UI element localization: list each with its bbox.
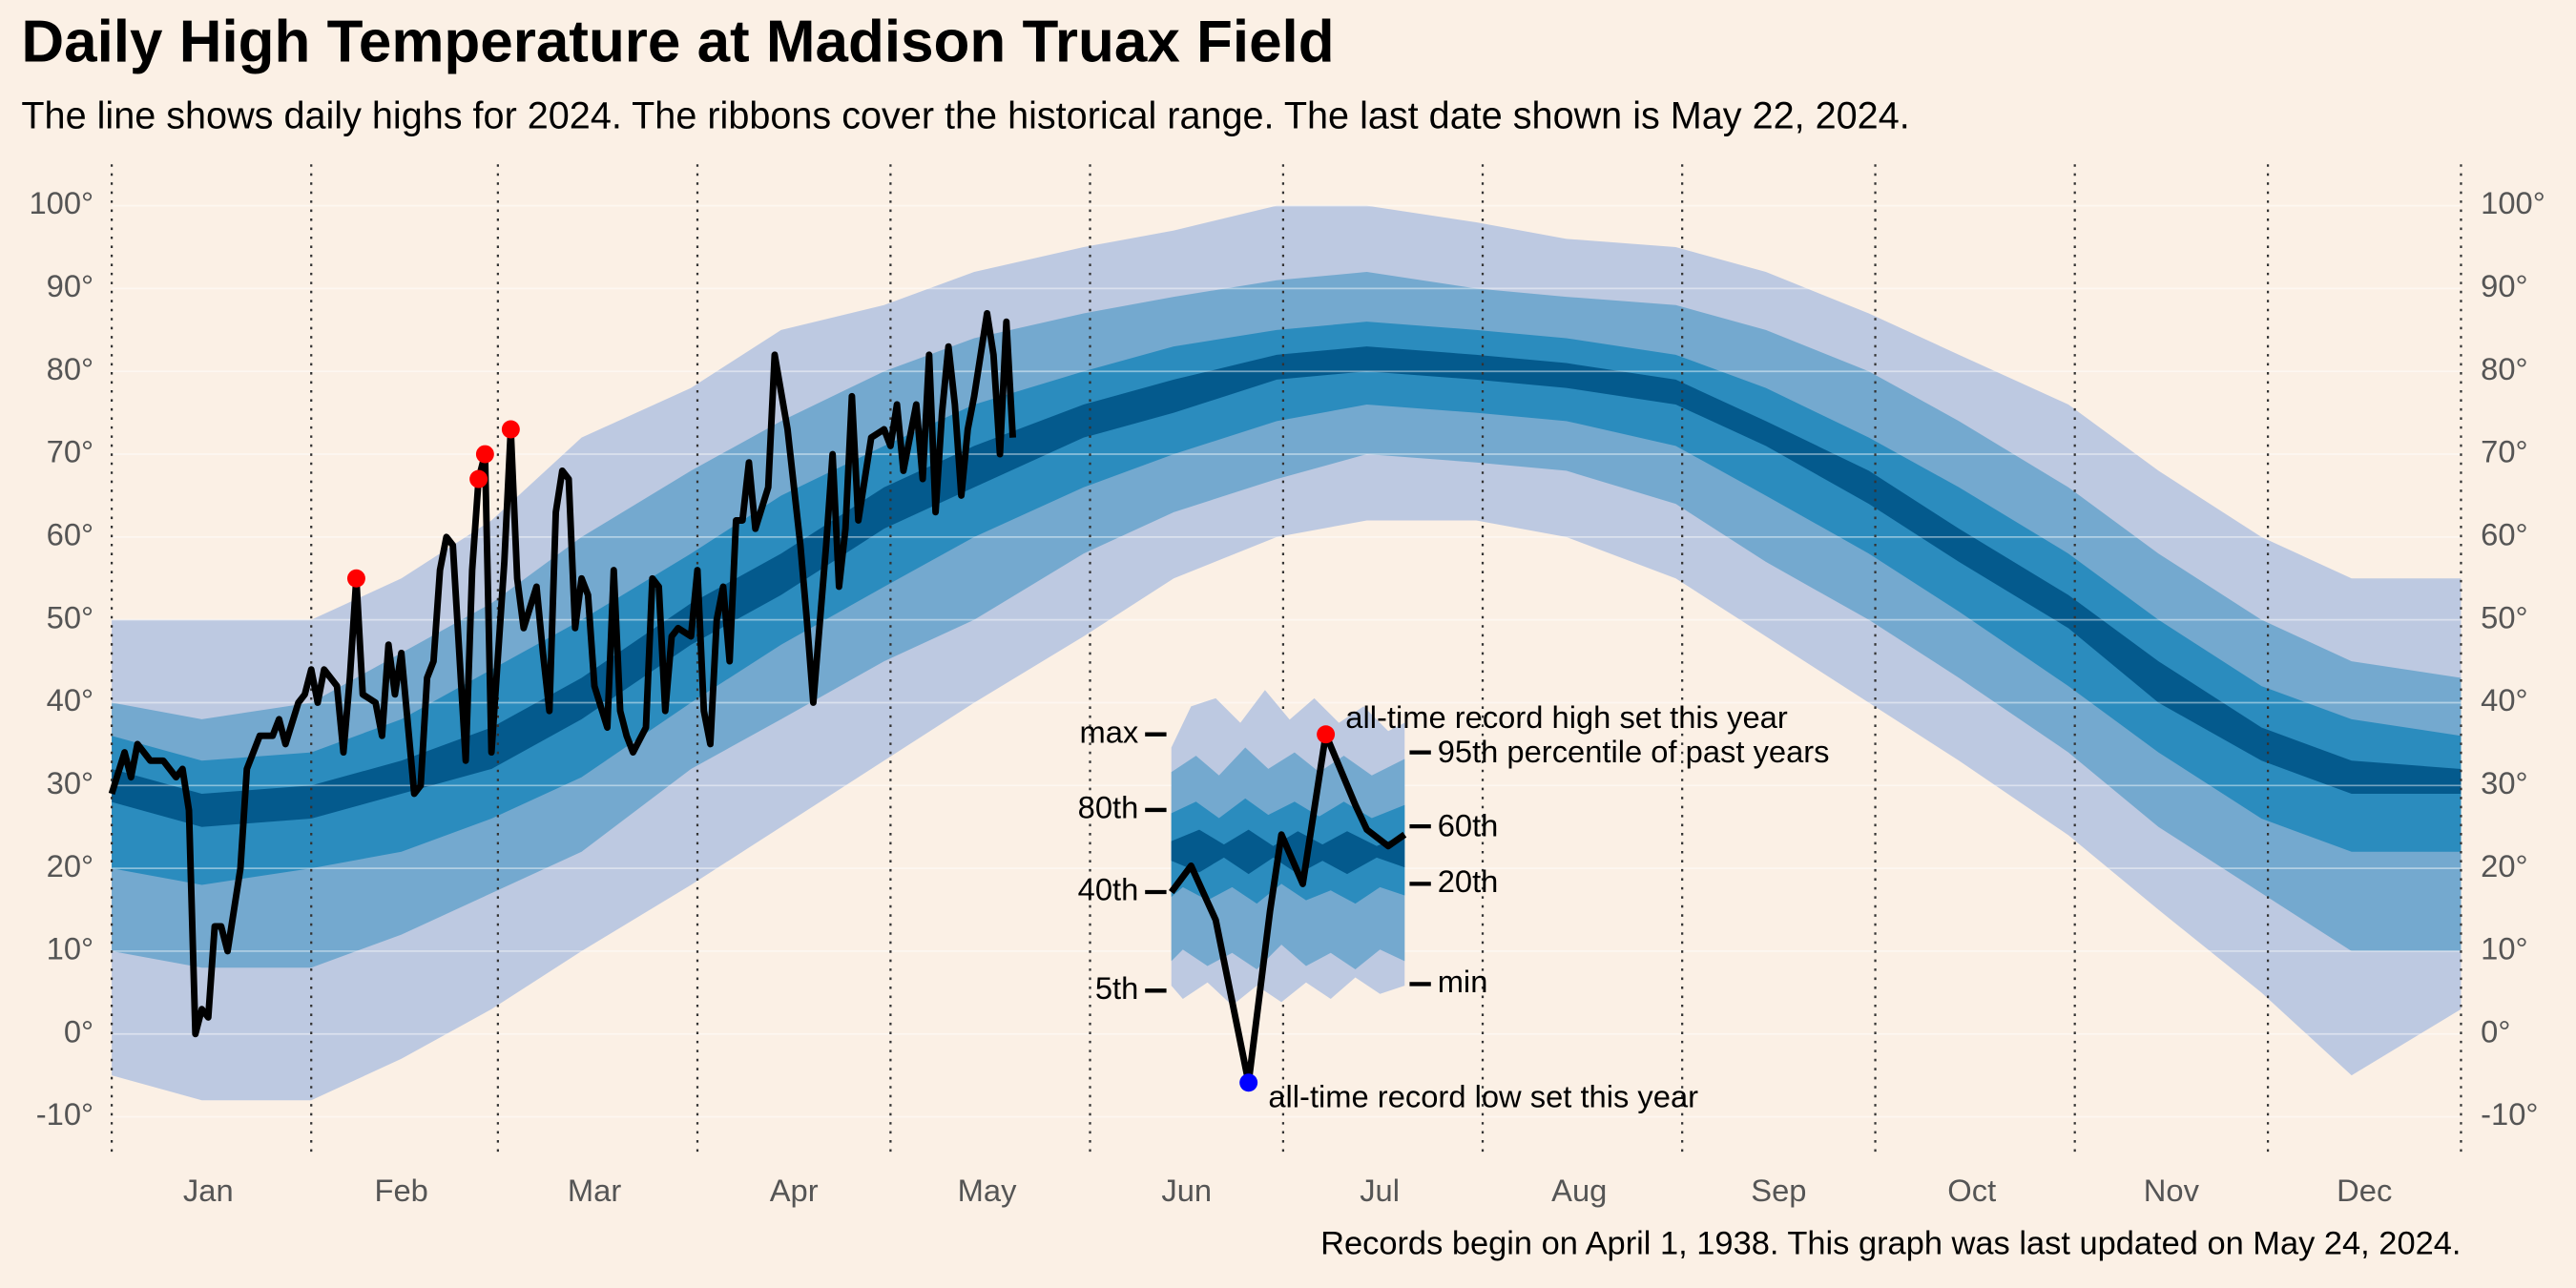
legend-record-high (1317, 725, 1336, 744)
legend-line (1168, 731, 1407, 1087)
y-tick-label: 50° (2481, 599, 2527, 634)
x-tick-label: Jun (1161, 1173, 1212, 1208)
x-tick-label: Apr (770, 1173, 819, 1208)
chart-subtitle: The line shows daily highs for 2024. The… (21, 94, 1909, 136)
legend-label: max (1080, 714, 1139, 749)
y-tick-label: 30° (2481, 765, 2527, 800)
legend-label: min (1438, 964, 1488, 999)
chart-title: Daily High Temperature at Madison Truax … (21, 10, 1334, 75)
y-tick-label: -10° (36, 1096, 93, 1132)
y-tick-label: 10° (47, 931, 93, 966)
x-tick-label: Mar (568, 1173, 621, 1208)
y-tick-label: 70° (47, 434, 93, 469)
y-tick-label: 60° (47, 516, 93, 551)
temperature-line (108, 310, 1017, 1038)
y-tick-label: -10° (2481, 1096, 2538, 1132)
y-tick-label: 40° (47, 682, 93, 717)
y-tick-label: 100° (2481, 185, 2545, 220)
legend-label: 60th (1438, 807, 1499, 842)
y-tick-label: 20° (47, 848, 93, 883)
y-tick-label: 50° (47, 599, 93, 634)
plot-area: -10° -10° 0° 0° 10° 10° 20° 20° 30° 30° 40° 40° 50° 5… (29, 164, 2545, 1208)
legend-label: 5th (1095, 970, 1138, 1006)
y-tick-label: 10° (2481, 931, 2527, 966)
legend-label: 80th (1078, 790, 1139, 825)
legend-label: 20th (1438, 863, 1499, 899)
x-tick-label: Aug (1551, 1173, 1607, 1208)
y-tick-label: 30° (47, 765, 93, 800)
record-high-point (346, 569, 365, 588)
y-tick-label: 70° (2481, 434, 2527, 469)
x-tick-label: May (958, 1173, 1017, 1208)
y-tick-label: 60° (2481, 516, 2527, 551)
record-high-point (469, 469, 488, 488)
y-tick-label: 90° (47, 268, 93, 303)
x-tick-label: Dec (2337, 1173, 2392, 1208)
x-tick-label: Sep (1751, 1173, 1806, 1208)
y-tick-label: 0° (2481, 1013, 2510, 1049)
y-tick-label: 20° (2481, 848, 2527, 883)
y-tick-label: 100° (29, 185, 93, 220)
y-tick-label: 80° (47, 351, 93, 386)
x-tick-label: Jul (1360, 1173, 1400, 1208)
ribbon-band (112, 322, 2462, 885)
chart-note: Records begin on April 1, 1938. This gra… (1320, 1225, 2461, 1261)
y-tick-label: 40° (2481, 682, 2527, 717)
ribbon-band (112, 346, 2462, 827)
x-tick-label: Nov (2144, 1173, 2200, 1208)
legend-record-low (1239, 1073, 1258, 1092)
x-tick-label: Feb (374, 1173, 427, 1208)
record-high-point (475, 445, 494, 464)
x-tick-label: Oct (1947, 1173, 1996, 1208)
y-tick-label: 80° (2481, 351, 2527, 386)
legend-label: 95th percentile of past years (1438, 734, 1830, 769)
legend-annotation: all-time record low set this year (1268, 1079, 1698, 1114)
y-tick-label: 90° (2481, 268, 2527, 303)
legend-label: 40th (1078, 872, 1139, 907)
legend: max 80th 40th 5th 95th percentile of pas… (1078, 690, 1830, 1114)
x-tick-label: Jan (183, 1173, 234, 1208)
legend-annotation: all-time record high set this year (1345, 699, 1788, 735)
y-tick-label: 0° (64, 1013, 93, 1049)
record-high-point (501, 420, 520, 439)
